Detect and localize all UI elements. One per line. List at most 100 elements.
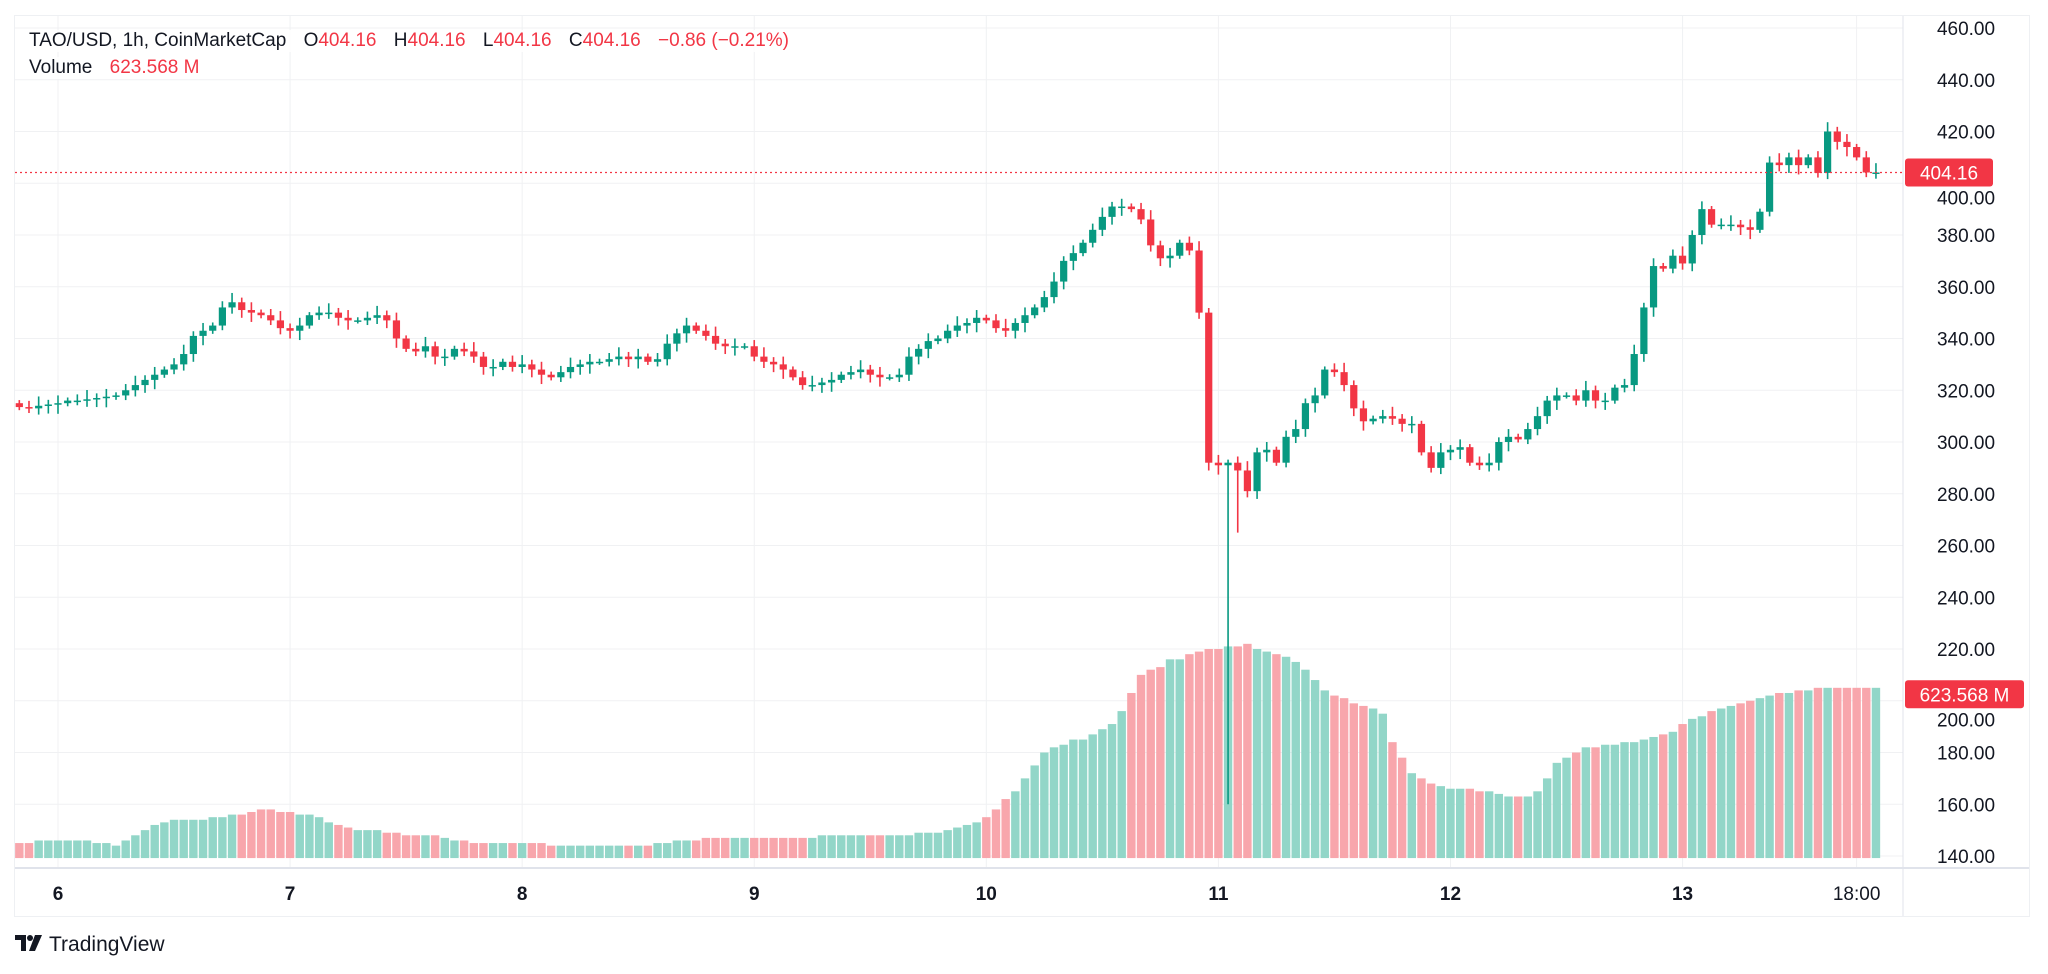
candle [1717, 218, 1725, 230]
candle [1350, 380, 1358, 417]
candle [1804, 154, 1812, 169]
candle [93, 393, 101, 408]
candle [1795, 149, 1803, 175]
candle-body [1572, 395, 1580, 401]
candle [857, 360, 865, 379]
candle-body [992, 320, 1000, 329]
candle [218, 301, 226, 331]
candle-body [209, 325, 217, 331]
candle-body [1601, 400, 1609, 403]
candle-body [1379, 416, 1387, 419]
candle [1050, 272, 1058, 304]
time-axis[interactable]: 6 7 8 9 10 11 12 13 18:00 [53, 884, 1881, 905]
volume-bar [15, 843, 24, 859]
candle-body [431, 346, 439, 357]
volume-bar [1833, 687, 1842, 859]
candle-body [1630, 354, 1638, 386]
candle [1504, 429, 1513, 452]
candle-body [131, 385, 139, 391]
volume-bar [1513, 796, 1523, 859]
candle-body [963, 322, 971, 326]
candle [1678, 246, 1687, 270]
volume-bar [1794, 690, 1803, 859]
volume-bar [1349, 703, 1358, 859]
candle [915, 344, 923, 365]
candle-body [218, 307, 226, 326]
candle-body [441, 356, 449, 359]
candle [276, 311, 285, 335]
candle [1582, 380, 1590, 407]
volume-bar [334, 824, 343, 859]
high-value: 404.16 [407, 30, 466, 51]
candle [441, 348, 449, 366]
volume-bar [885, 835, 894, 859]
candle-body [1011, 322, 1019, 331]
volume-bar [575, 845, 585, 859]
candle [1630, 344, 1638, 392]
candle-body [1591, 390, 1600, 401]
candle-body [808, 385, 816, 387]
candle-body [973, 317, 981, 323]
candle [528, 359, 536, 378]
legend-volume: Volume 623.568 M [29, 57, 200, 79]
candle [673, 328, 681, 352]
candle-body [1060, 260, 1068, 282]
candle-body [847, 372, 855, 375]
volume-bar [1301, 669, 1310, 859]
candle-body [1079, 242, 1087, 254]
volume-bar [227, 814, 237, 859]
candle [1224, 459, 1232, 805]
volume-bar [1455, 788, 1465, 859]
candle [1011, 318, 1019, 339]
candle-body [1824, 131, 1832, 173]
y-tick-label: 240.00 [1937, 588, 1995, 609]
x-tick-label: 12 [1440, 884, 1461, 905]
volume-bar [1649, 736, 1658, 859]
high-label: H [393, 30, 408, 51]
candle-body [247, 310, 255, 313]
volume-bar [421, 835, 430, 859]
candle [1263, 442, 1271, 462]
candle-body [286, 328, 294, 331]
candle [1359, 400, 1368, 431]
candle [789, 366, 797, 381]
candle-body [1321, 369, 1329, 396]
volume-bar [1185, 654, 1194, 859]
candle-body [1263, 449, 1271, 453]
open-value: 404.16 [318, 30, 377, 51]
candle-body [837, 374, 845, 380]
candle [740, 343, 749, 350]
x-tick-label: 6 [53, 884, 64, 905]
volume-bar [111, 845, 121, 859]
candle [1553, 387, 1561, 410]
x-tick-label: 11 [1208, 884, 1229, 905]
price-axis[interactable]: 460.00 440.00 420.00 400.00 380.00 360.00 340.… [1937, 19, 1995, 868]
y-tick-label: 220.00 [1937, 640, 1995, 661]
candle-body [866, 369, 874, 375]
candle-layer [15, 122, 1880, 805]
volume-bar [1659, 734, 1668, 859]
volume-bar [469, 843, 479, 859]
candle-body [54, 403, 62, 405]
candle [934, 335, 942, 345]
volume-bar [1494, 793, 1504, 859]
volume-bar [82, 840, 92, 859]
candle-body [315, 312, 323, 316]
candle-body [1804, 157, 1812, 166]
candle-body [557, 372, 565, 378]
tradingview-branding[interactable]: TradingView [15, 933, 165, 957]
volume-bar [1620, 742, 1629, 859]
candle [1562, 392, 1571, 399]
x-tick-label: 7 [285, 884, 296, 905]
candle [1417, 420, 1426, 456]
candle [44, 399, 52, 414]
volume-bar [527, 843, 537, 859]
candle [112, 392, 120, 400]
candle-body [798, 377, 807, 386]
candle-body [818, 382, 826, 386]
candle-body [624, 356, 633, 360]
candle [1746, 219, 1754, 240]
candle-body [1640, 307, 1648, 355]
volume-bar [1378, 713, 1387, 859]
